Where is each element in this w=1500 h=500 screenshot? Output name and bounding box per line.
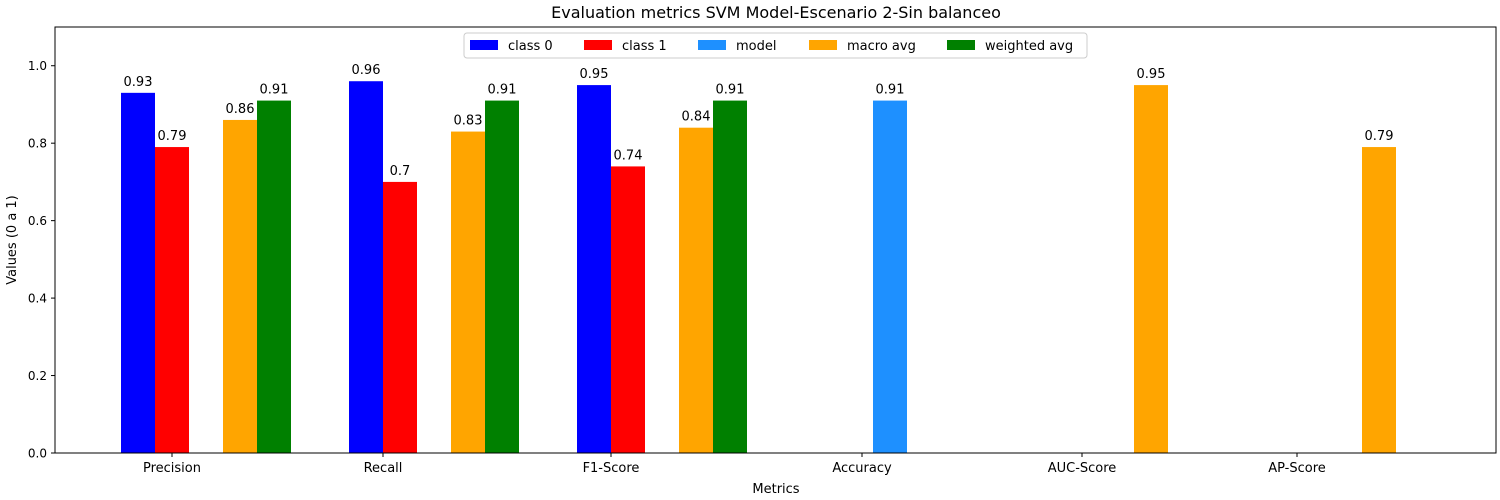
legend-swatch: [809, 40, 837, 50]
x-tick-label: F1-Score: [583, 461, 640, 476]
x-tick-label: AP-Score: [1268, 461, 1326, 476]
bar-macro-avg-recall: [451, 131, 485, 453]
bar-value-label: 0.93: [124, 75, 153, 90]
bar-value-label: 0.91: [488, 83, 517, 98]
bar-class-0-f1-score: [577, 85, 611, 453]
x-axis: Precision Recall F1-Score Accuracy AUC-Score…: [143, 453, 1326, 476]
y-axis-label: Values (0 a 1): [5, 195, 20, 285]
bar-weighted-avg-f1-score: [713, 100, 747, 453]
x-tick-label: Precision: [143, 461, 201, 476]
bar-macro-avg-auc-score: [1134, 85, 1168, 453]
chart-title: Evaluation metrics SVM Model-Escenario 2…: [551, 3, 1001, 22]
bar-weighted-avg-recall: [485, 100, 519, 453]
legend-label: model: [736, 39, 776, 54]
bar-value-label: 0.95: [1137, 67, 1166, 82]
bar-class-1-recall: [383, 181, 417, 453]
x-axis-label: Metrics: [752, 482, 799, 497]
legend-label: class 1: [622, 39, 667, 54]
legend-label: class 0: [508, 39, 553, 54]
y-tick-label: 0.0: [28, 447, 47, 461]
bar-value-label: 0.91: [716, 83, 745, 98]
legend-swatch: [584, 40, 612, 50]
bar-value-label: 0.79: [158, 129, 187, 144]
legend-swatch: [470, 40, 498, 50]
y-tick-label: 1.0: [28, 59, 47, 73]
bar-value-label: 0.95: [580, 67, 609, 82]
value-labels-layer: 0.93 0.96 0.95 0.79 0.7 0.74 0.91 0.86 0.83 0.84 0…: [124, 63, 1394, 179]
legend-frame: [463, 32, 1088, 59]
bar-value-label: 0.74: [614, 148, 643, 163]
bar-class-1-precision: [155, 147, 189, 453]
x-tick-label: Accuracy: [832, 461, 892, 476]
bar-value-label: 0.96: [352, 63, 381, 78]
bar-class-0-recall: [349, 81, 383, 453]
bar-value-label: 0.86: [226, 102, 255, 117]
y-tick-label: 0.2: [28, 369, 47, 383]
bar-macro-avg-precision: [223, 119, 257, 453]
bar-class-0-precision: [121, 92, 155, 453]
plot-area-frame: [54, 26, 1497, 454]
x-tick-label: AUC-Score: [1048, 461, 1117, 476]
bar-model-accuracy: [873, 100, 907, 453]
y-axis: 0.0 0.2 0.4 0.6 0.8 1.0: [28, 59, 55, 461]
bar-macro-avg-f1-score: [679, 127, 713, 453]
bars-layer: [121, 81, 1396, 453]
bar-value-label: 0.83: [454, 114, 483, 129]
bar-value-label: 0.91: [260, 83, 289, 98]
y-tick-label: 0.4: [28, 292, 47, 306]
bar-weighted-avg-precision: [257, 100, 291, 453]
bar-value-label: 0.79: [1365, 129, 1394, 144]
legend: class 0 class 1 model macro avg weighted avg: [463, 32, 1088, 59]
legend-swatch: [947, 40, 975, 50]
bar-value-label: 0.84: [682, 110, 711, 125]
legend-label: weighted avg: [985, 39, 1073, 54]
bar-macro-avg-ap-score: [1362, 147, 1396, 453]
bar-class-1-f1-score: [611, 166, 645, 453]
legend-label: macro avg: [847, 39, 916, 54]
x-tick-label: Recall: [364, 461, 403, 476]
bar-value-label: 0.91: [876, 83, 905, 98]
y-tick-label: 0.8: [28, 137, 47, 151]
y-tick-label: 0.6: [28, 214, 47, 228]
bar-value-label: 0.7: [390, 164, 411, 179]
legend-swatch: [698, 40, 726, 50]
